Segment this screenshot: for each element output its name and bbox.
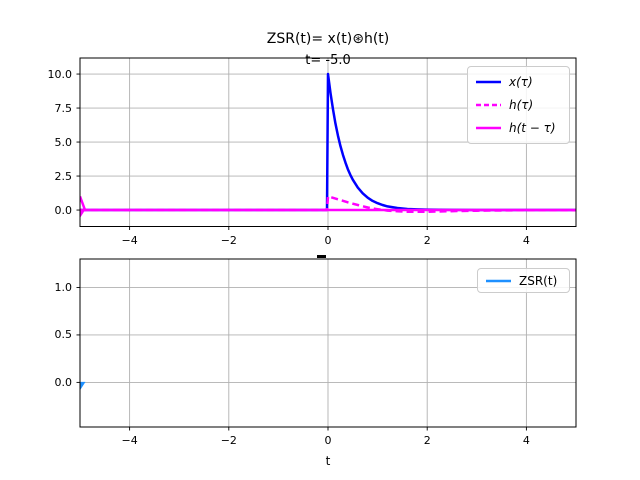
x-tick-label: 4 (522, 434, 530, 447)
x-tick-label: −2 (220, 434, 237, 447)
legend-entry: x(τ) (475, 75, 562, 89)
legend-entry: h(τ) (475, 98, 562, 112)
y-tick-label: 10.0 (47, 67, 73, 81)
y-tick-label: 5.0 (54, 135, 73, 149)
plot-title: ZSR(t)= x(t)⊛h(t) (266, 31, 390, 47)
x-tick-label: 2 (423, 434, 431, 447)
y-tick-label: 0.0 (54, 203, 73, 217)
x-axis-label: t (325, 454, 331, 468)
x-tick-label: −4 (121, 434, 138, 447)
h-tau-line-sample (476, 103, 501, 107)
legend-top: x(τ) h(τ) h(t − τ) (467, 66, 570, 144)
legend-entry: ZSR(t) (485, 274, 562, 288)
legend-label-x-tau: x(τ) (509, 74, 533, 89)
legend-label-h-shifted: h(t − τ) (509, 121, 556, 136)
legend-label-h-tau: h(τ) (509, 97, 534, 112)
y-tick-label: 0.5 (54, 328, 73, 342)
clipped-marker (317, 255, 326, 258)
axes-spines (79, 57, 577, 227)
x-tick-label: −2 (220, 233, 237, 247)
time-caret-marker (80, 381, 86, 391)
legend-label-zsr: ZSR(t) (519, 273, 558, 288)
x-tau-line-sample (476, 80, 501, 83)
y-tick-label: 7.5 (54, 101, 73, 115)
zsr-line-sample (486, 279, 511, 282)
time-annotation: t= -5.0 (305, 53, 351, 68)
h-shifted-line-sample (476, 127, 501, 130)
x-tick-label: 0 (324, 434, 332, 447)
y-tick-label: 2.5 (54, 169, 73, 183)
y-tick-label: 1.0 (54, 280, 73, 294)
x-tick-label: −4 (121, 233, 138, 247)
x-tick-label: 0 (324, 233, 332, 247)
legend-entry: h(t − τ) (475, 121, 562, 135)
time-caret-marker (80, 209, 86, 219)
legend-bottom: ZSR(t) (477, 268, 570, 293)
y-tick-label: 0.0 (54, 375, 73, 389)
x-tick-label: 2 (423, 233, 431, 247)
axes-spines (79, 258, 577, 428)
x-tick-label: 4 (522, 233, 530, 247)
